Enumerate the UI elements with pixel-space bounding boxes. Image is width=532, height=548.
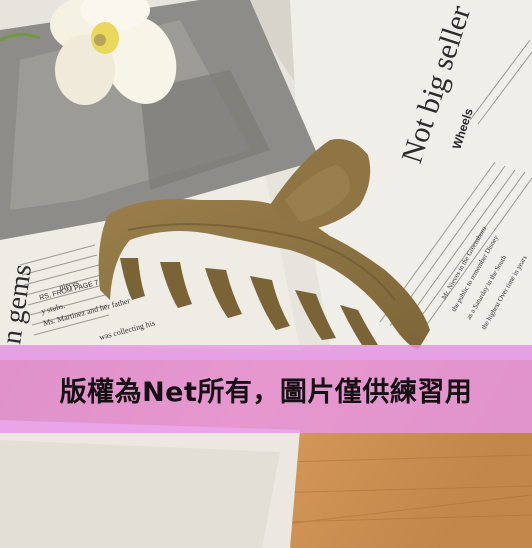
hair-claw-clip bbox=[98, 139, 430, 350]
flower bbox=[0, 0, 177, 105]
watermark-text: 版權為Net所有，圖片僅供練習用 bbox=[59, 376, 473, 408]
newspaper-text-lines bbox=[19, 39, 532, 336]
watermark-banner: 版權為Net所有，圖片僅供練習用 bbox=[0, 345, 532, 433]
